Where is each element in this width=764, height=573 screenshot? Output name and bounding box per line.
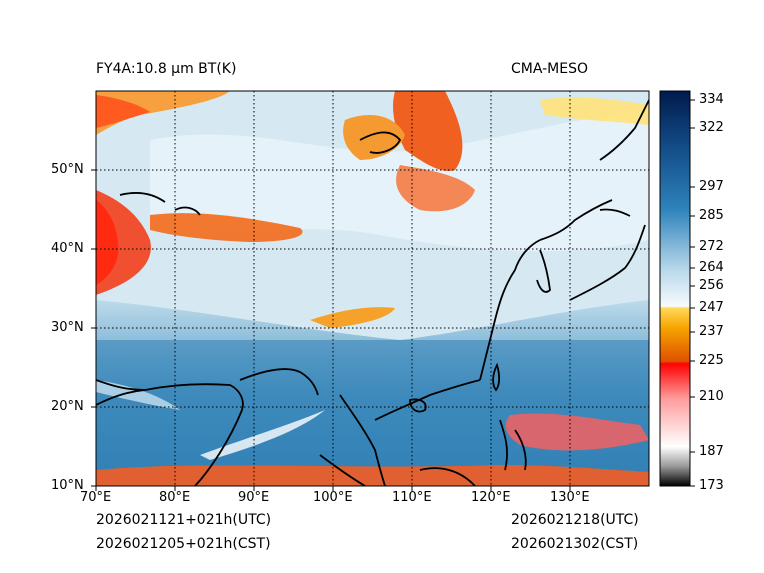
init-time-utc: 2026021121+021h(UTC) bbox=[96, 512, 272, 528]
colorbar-tick-label: 297 bbox=[699, 179, 724, 194]
colorbar-tick-label: 285 bbox=[699, 208, 724, 223]
lat-tick-label: 20°N bbox=[51, 399, 84, 414]
lon-tick-label: 120°E bbox=[471, 490, 511, 505]
lat-tick-label: 50°N bbox=[51, 162, 84, 177]
init-time-cst: 2026021205+021h(CST) bbox=[96, 536, 271, 552]
colorbar-tick-label: 237 bbox=[699, 324, 724, 339]
colorbar-tick-label: 187 bbox=[699, 444, 724, 459]
colorbar-tick-label: 225 bbox=[699, 353, 724, 368]
colorbar-ticks bbox=[690, 99, 695, 487]
valid-time-cst: 2026021302(CST) bbox=[511, 536, 639, 552]
map-frame bbox=[95, 90, 650, 487]
colorbar bbox=[659, 90, 691, 487]
lat-tick-label: 40°N bbox=[51, 241, 84, 256]
lat-tick-label: 10°N bbox=[51, 478, 84, 493]
valid-time-utc: 2026021218(UTC) bbox=[511, 512, 639, 528]
colorbar-tick-label: 322 bbox=[699, 120, 724, 135]
colorbar-tick-label: 334 bbox=[699, 92, 724, 107]
colorbar-tick-label: 210 bbox=[699, 389, 724, 404]
lon-tick-label: 130°E bbox=[550, 490, 590, 505]
coastlines bbox=[96, 99, 649, 486]
colorbar-tick-label: 272 bbox=[699, 239, 724, 254]
colorbar-tick-label: 256 bbox=[699, 278, 724, 293]
colorbar-tick-label: 264 bbox=[699, 260, 724, 275]
lon-tick-label: 90°E bbox=[238, 490, 270, 505]
colorbar-tick-label: 247 bbox=[699, 300, 724, 315]
lon-tick-label: 70°E bbox=[80, 490, 112, 505]
map-title: FY4A:10.8 µm BT(K) bbox=[96, 61, 237, 77]
lon-tick-label: 80°E bbox=[159, 490, 191, 505]
lat-tick-label: 30°N bbox=[51, 320, 84, 335]
axis-ticks bbox=[91, 169, 571, 491]
lon-tick-label: 110°E bbox=[392, 490, 432, 505]
model-name: CMA-MESO bbox=[511, 61, 589, 77]
gridlines bbox=[96, 91, 649, 486]
bt-field bbox=[96, 91, 649, 486]
lon-tick-label: 100°E bbox=[313, 490, 353, 505]
colorbar-tick-label: 173 bbox=[699, 478, 724, 493]
